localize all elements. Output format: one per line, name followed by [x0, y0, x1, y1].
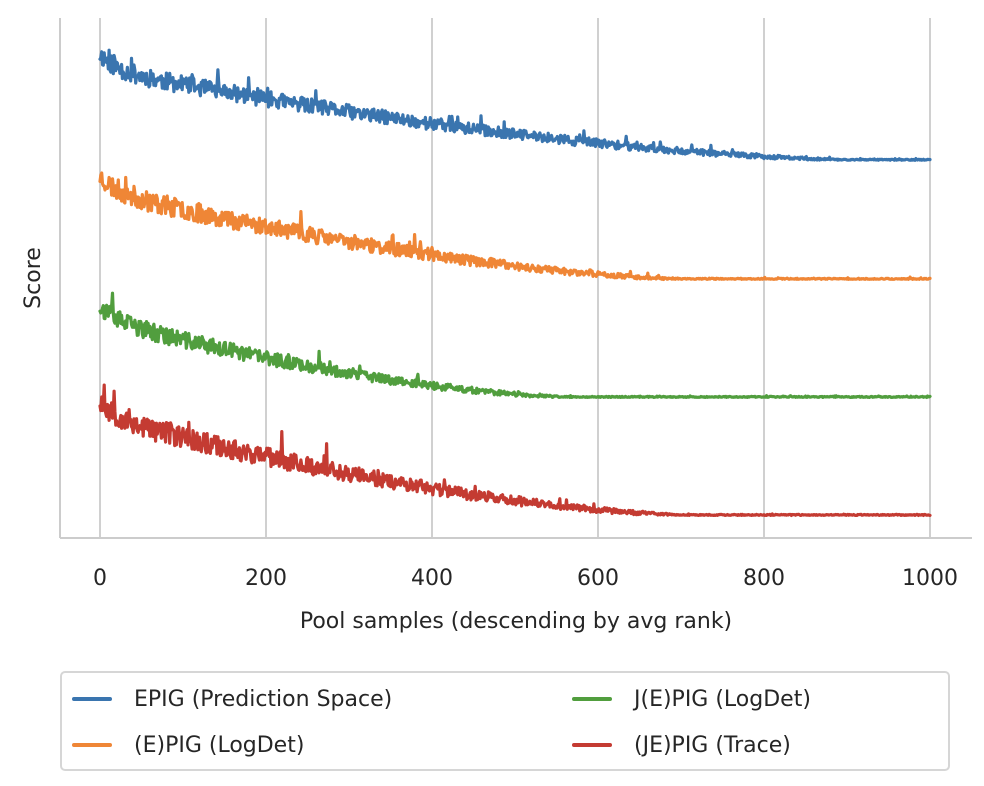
x-tick-label: 0: [93, 566, 107, 591]
legend-item-jepig-logdet: J(E)PIG (LogDet): [562, 681, 811, 717]
series-line-3: [98, 383, 932, 518]
series-group: [98, 48, 932, 518]
series-line-1: [98, 171, 932, 281]
legend-swatch: [72, 743, 112, 747]
series-line-0: [98, 48, 932, 162]
axes-spines: [59, 18, 972, 539]
x-tick-label: 200: [245, 566, 287, 591]
series-line-2: [98, 291, 932, 399]
x-tick-label: 800: [743, 566, 785, 591]
legend-swatch: [572, 743, 612, 747]
legend-label: (JE)PIG (Trace): [634, 732, 791, 758]
x-tick-label: 1000: [902, 566, 958, 591]
legend-swatch: [572, 697, 612, 701]
chart: 0 200 400 600 800 1000 Pool samples (descendi…: [21, 18, 972, 634]
x-tick-label: 600: [577, 566, 619, 591]
legend-label: EPIG (Prediction Space): [134, 686, 393, 712]
legend-item-epig-logdet: (E)PIG (LogDet): [62, 727, 304, 763]
legend-item-jepig-trace: (JE)PIG (Trace): [562, 727, 791, 763]
legend-item-epig: EPIG (Prediction Space): [62, 681, 392, 717]
x-tick-labels: 0 200 400 600 800 1000: [93, 566, 958, 591]
x-tick-label: 400: [411, 566, 453, 591]
legend-label: J(E)PIG (LogDet): [634, 686, 811, 712]
legend-label: (E)PIG (LogDet): [134, 732, 305, 758]
legend-swatch: [72, 697, 112, 701]
legend: EPIG (Prediction Space) (E)PIG (LogDet) …: [60, 671, 950, 771]
x-axis-label: Pool samples (descending by avg rank): [300, 609, 732, 634]
y-axis-label: Score: [21, 247, 46, 309]
